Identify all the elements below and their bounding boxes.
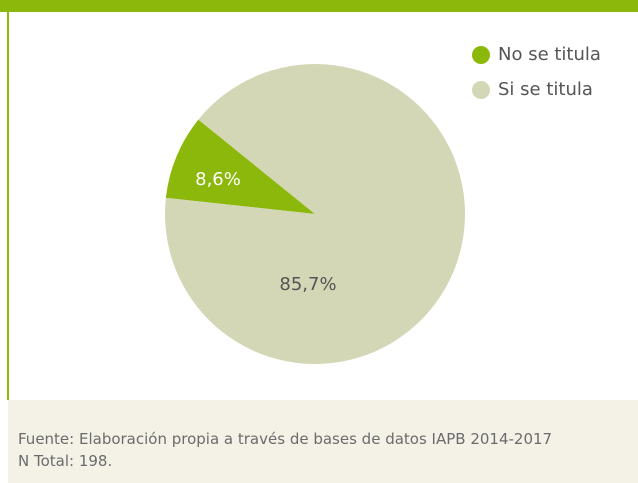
header-bar xyxy=(0,0,638,12)
footer: Fuente: Elaboración propia a través de b… xyxy=(8,400,638,483)
pie-slice xyxy=(164,64,466,365)
legend-label: Si se titula xyxy=(498,79,593,100)
pie-slice xyxy=(165,119,315,214)
note: N Total: 198. xyxy=(18,452,113,470)
source: Fuente: Elaboración propia a través de b… xyxy=(18,430,553,448)
left-border xyxy=(7,0,9,400)
legend-swatch xyxy=(472,46,490,64)
data-label: 8,6% xyxy=(195,169,241,190)
legend-swatch xyxy=(472,81,490,99)
legend-label: No se titula xyxy=(498,44,601,65)
chart: 8,6% 85,7% No se titula Si se titula xyxy=(0,0,638,400)
data-label: 85,7% xyxy=(279,274,336,295)
